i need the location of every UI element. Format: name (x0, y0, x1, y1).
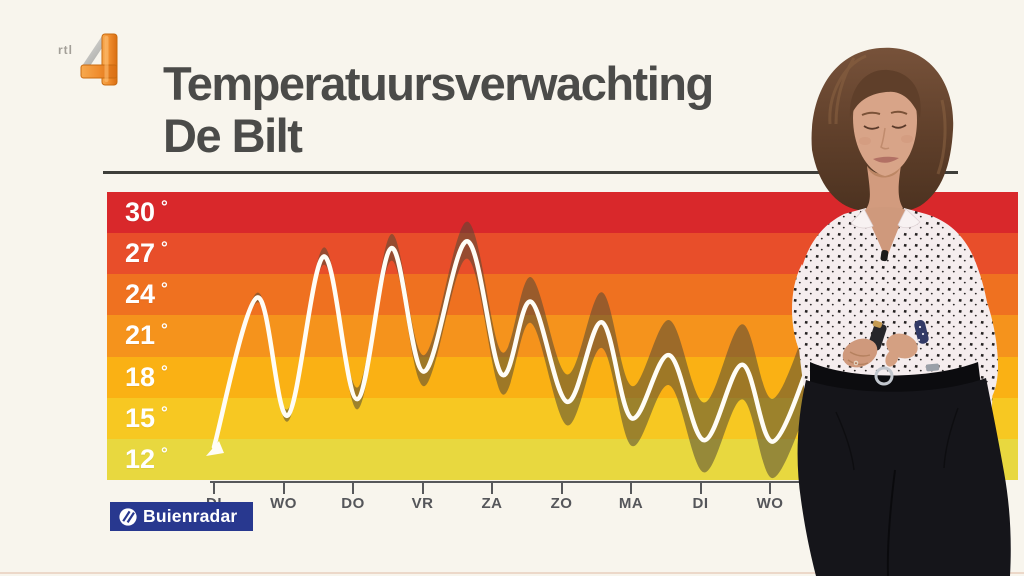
y-label-15: 15 ° (125, 402, 168, 433)
y-label-30: 30 ° (125, 197, 168, 228)
title-underline (103, 171, 958, 174)
x-tick-0 (213, 481, 215, 494)
x-tick-3 (421, 481, 424, 494)
y-label-24: 24 ° (125, 279, 168, 310)
temp-band-30: 30 ° (107, 192, 1018, 234)
x-tick-2 (352, 481, 354, 494)
x-tick-4 (491, 481, 493, 494)
x-tick-1 (282, 481, 285, 494)
buienradar-logo: Buienradar (110, 502, 253, 531)
y-label-21: 21 ° (125, 320, 168, 351)
x-tick-5 (560, 481, 563, 494)
x-label-zo-5: ZO (550, 495, 573, 512)
buienradar-label: Buienradar (143, 506, 238, 526)
x-label-wo-8: WO (756, 495, 784, 512)
x-tick-7 (699, 481, 702, 494)
x-label-vr-3: VR (411, 495, 434, 512)
presenter-mouth (873, 156, 899, 163)
y-label-27: 27 ° (125, 238, 168, 269)
bottom-divider (0, 572, 1024, 574)
closed-eyes (863, 124, 907, 130)
rtl4-logo: rtl (58, 33, 128, 89)
y-label-18: 18 ° (125, 361, 168, 392)
buienradar-radar-icon (119, 507, 137, 526)
x-label-ma-6: MA (618, 495, 644, 512)
rtl-logo-text: rtl (58, 43, 73, 57)
x-label-wo-1: WO (270, 495, 297, 512)
temp-band-18: 18 ° (107, 356, 1018, 398)
page-title: Temperatuursverwachting De Bilt (163, 57, 714, 162)
page-title-line2: De Bilt (163, 109, 303, 162)
x-label-do-2: DO (341, 495, 365, 512)
x-tick-6 (630, 481, 632, 494)
temp-band-24: 24 ° (107, 274, 1018, 316)
x-tick-8 (769, 481, 771, 494)
rtl4-number-icon (80, 33, 118, 86)
temp-band-12: 12 ° (107, 438, 1018, 480)
temp-band-21: 21 ° (107, 315, 1018, 357)
x-axis-line (210, 481, 820, 483)
presenter-hair (811, 47, 954, 212)
y-label-12: 12 ° (125, 443, 168, 474)
page-title-line1: Temperatuursverwachting (163, 57, 714, 110)
presenter-face (853, 78, 917, 176)
temperature-band-chart: 30 ° 27 ° 24 ° 21 ° 18 ° 15 ° 12 ° (107, 192, 1018, 480)
x-label-za-4: ZA (481, 495, 503, 512)
temp-band-15: 15 ° (107, 397, 1018, 439)
x-label-di-7: DI (692, 495, 709, 512)
temp-band-27: 27 ° (107, 233, 1018, 275)
